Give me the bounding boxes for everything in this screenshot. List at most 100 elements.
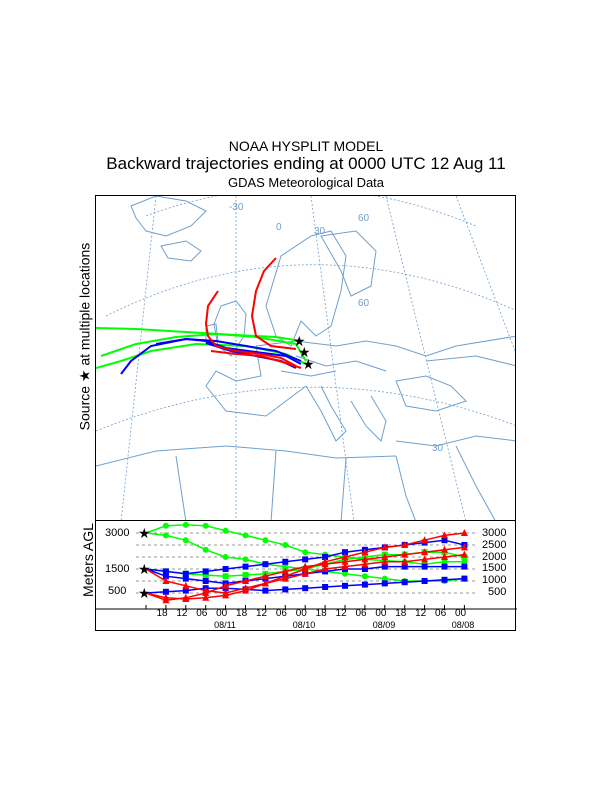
source-star: ★ [302, 356, 315, 372]
lat-label: 60 [358, 298, 370, 309]
model-title: NOAA HYSPLIT MODEL [228, 138, 384, 154]
date-label: 08/09 [372, 620, 396, 630]
trajectory-map: -30 0 30 60 60 30 ★ ★ ★ [95, 195, 516, 521]
height-point [262, 587, 269, 594]
height-point [381, 563, 388, 570]
left-level-label: 1500 [105, 563, 130, 575]
height-point [222, 566, 229, 572]
height-point [460, 550, 468, 558]
height-point [342, 582, 348, 589]
height-point [461, 558, 468, 565]
date-label: 08/10 [292, 620, 316, 630]
height-point [460, 529, 468, 536]
left-level-label: 3000 [105, 527, 130, 539]
height-point [261, 579, 269, 587]
date-label: 08/08 [451, 620, 475, 630]
height-point [202, 572, 209, 578]
height-point [341, 562, 349, 570]
height-point [182, 593, 190, 601]
height-point [301, 562, 309, 570]
height-point [282, 542, 289, 548]
height-point [262, 537, 269, 544]
height-point [162, 596, 170, 604]
height-point [242, 572, 249, 578]
height-point [321, 565, 329, 572]
height-point [182, 587, 189, 594]
time-tick-label: 00 [454, 608, 467, 619]
trajectory-red-2 [204, 290, 297, 367]
height-point [162, 522, 169, 529]
agl-label: Meters AGL [80, 523, 96, 597]
height-point [341, 557, 349, 565]
height-point [222, 527, 229, 534]
map-canvas: -30 0 30 60 60 30 ★ ★ ★ [96, 196, 515, 520]
time-tick-label: 06 [275, 608, 287, 619]
height-point [222, 554, 229, 560]
height-point [162, 573, 169, 580]
height-point [282, 558, 289, 565]
source-star: ★ [138, 585, 151, 601]
time-tick-label: 12 [176, 608, 188, 619]
height-point [202, 522, 209, 529]
time-tick-label: 18 [395, 608, 407, 619]
height-point [302, 556, 309, 563]
height-point [242, 577, 249, 584]
height-point [342, 570, 348, 577]
height-point [441, 558, 448, 565]
time-tick-label: 00 [375, 608, 387, 619]
time-tick-label: 00 [295, 608, 307, 619]
height-point [401, 563, 408, 570]
height-point [182, 575, 189, 582]
height-point [441, 531, 448, 539]
height-point [381, 580, 388, 587]
source-star: ★ [138, 525, 151, 541]
right-level-label: 3000 [482, 527, 507, 539]
height-point [282, 586, 289, 593]
height-point [182, 521, 189, 528]
time-tick-label: 12 [255, 608, 268, 619]
time-tick-label: 18 [236, 608, 248, 619]
height-point [202, 593, 210, 601]
height-point [242, 584, 249, 592]
height-point [361, 566, 368, 572]
height-point [341, 553, 349, 560]
source-star: ★ [298, 344, 311, 360]
height-point [361, 581, 368, 588]
height-point [381, 557, 389, 565]
height-point [202, 568, 209, 575]
height-point [162, 568, 169, 575]
time-tick-label: 06 [355, 608, 367, 619]
height-point [421, 536, 429, 544]
height-point [301, 569, 309, 577]
height-time-series: ★ ★ ★ [95, 521, 517, 631]
left-level-label: 500 [108, 585, 127, 597]
height-point [342, 549, 348, 556]
height-point [421, 578, 428, 584]
time-tick-label: 06 [196, 608, 208, 619]
height-point [421, 548, 429, 556]
trajectory-title: Backward trajectories ending at 0000 UTC… [106, 154, 506, 173]
height-point [222, 589, 230, 596]
trajectories [96, 257, 307, 375]
time-tick-label: 12 [415, 608, 427, 619]
height-point [182, 570, 189, 577]
height-point [461, 563, 468, 570]
source-star: ★ [138, 561, 151, 577]
height-point [202, 586, 210, 594]
source-label: Source ★ at multiple locations [76, 242, 93, 431]
time-tick-label: 12 [335, 608, 347, 619]
height-point [361, 573, 368, 580]
height-point [162, 532, 169, 539]
height-point [322, 584, 329, 590]
right-level-label: 500 [488, 586, 507, 598]
height-point [361, 560, 369, 568]
height-point [381, 553, 389, 560]
met-data-title: GDAS Meteorological Data [227, 175, 385, 190]
height-point [242, 563, 249, 570]
time-tick-label: 06 [435, 608, 447, 619]
height-point [441, 563, 448, 570]
right-level-label: 1000 [482, 574, 507, 586]
height-point [441, 537, 448, 544]
height-point [460, 543, 468, 551]
height-point [401, 579, 408, 586]
